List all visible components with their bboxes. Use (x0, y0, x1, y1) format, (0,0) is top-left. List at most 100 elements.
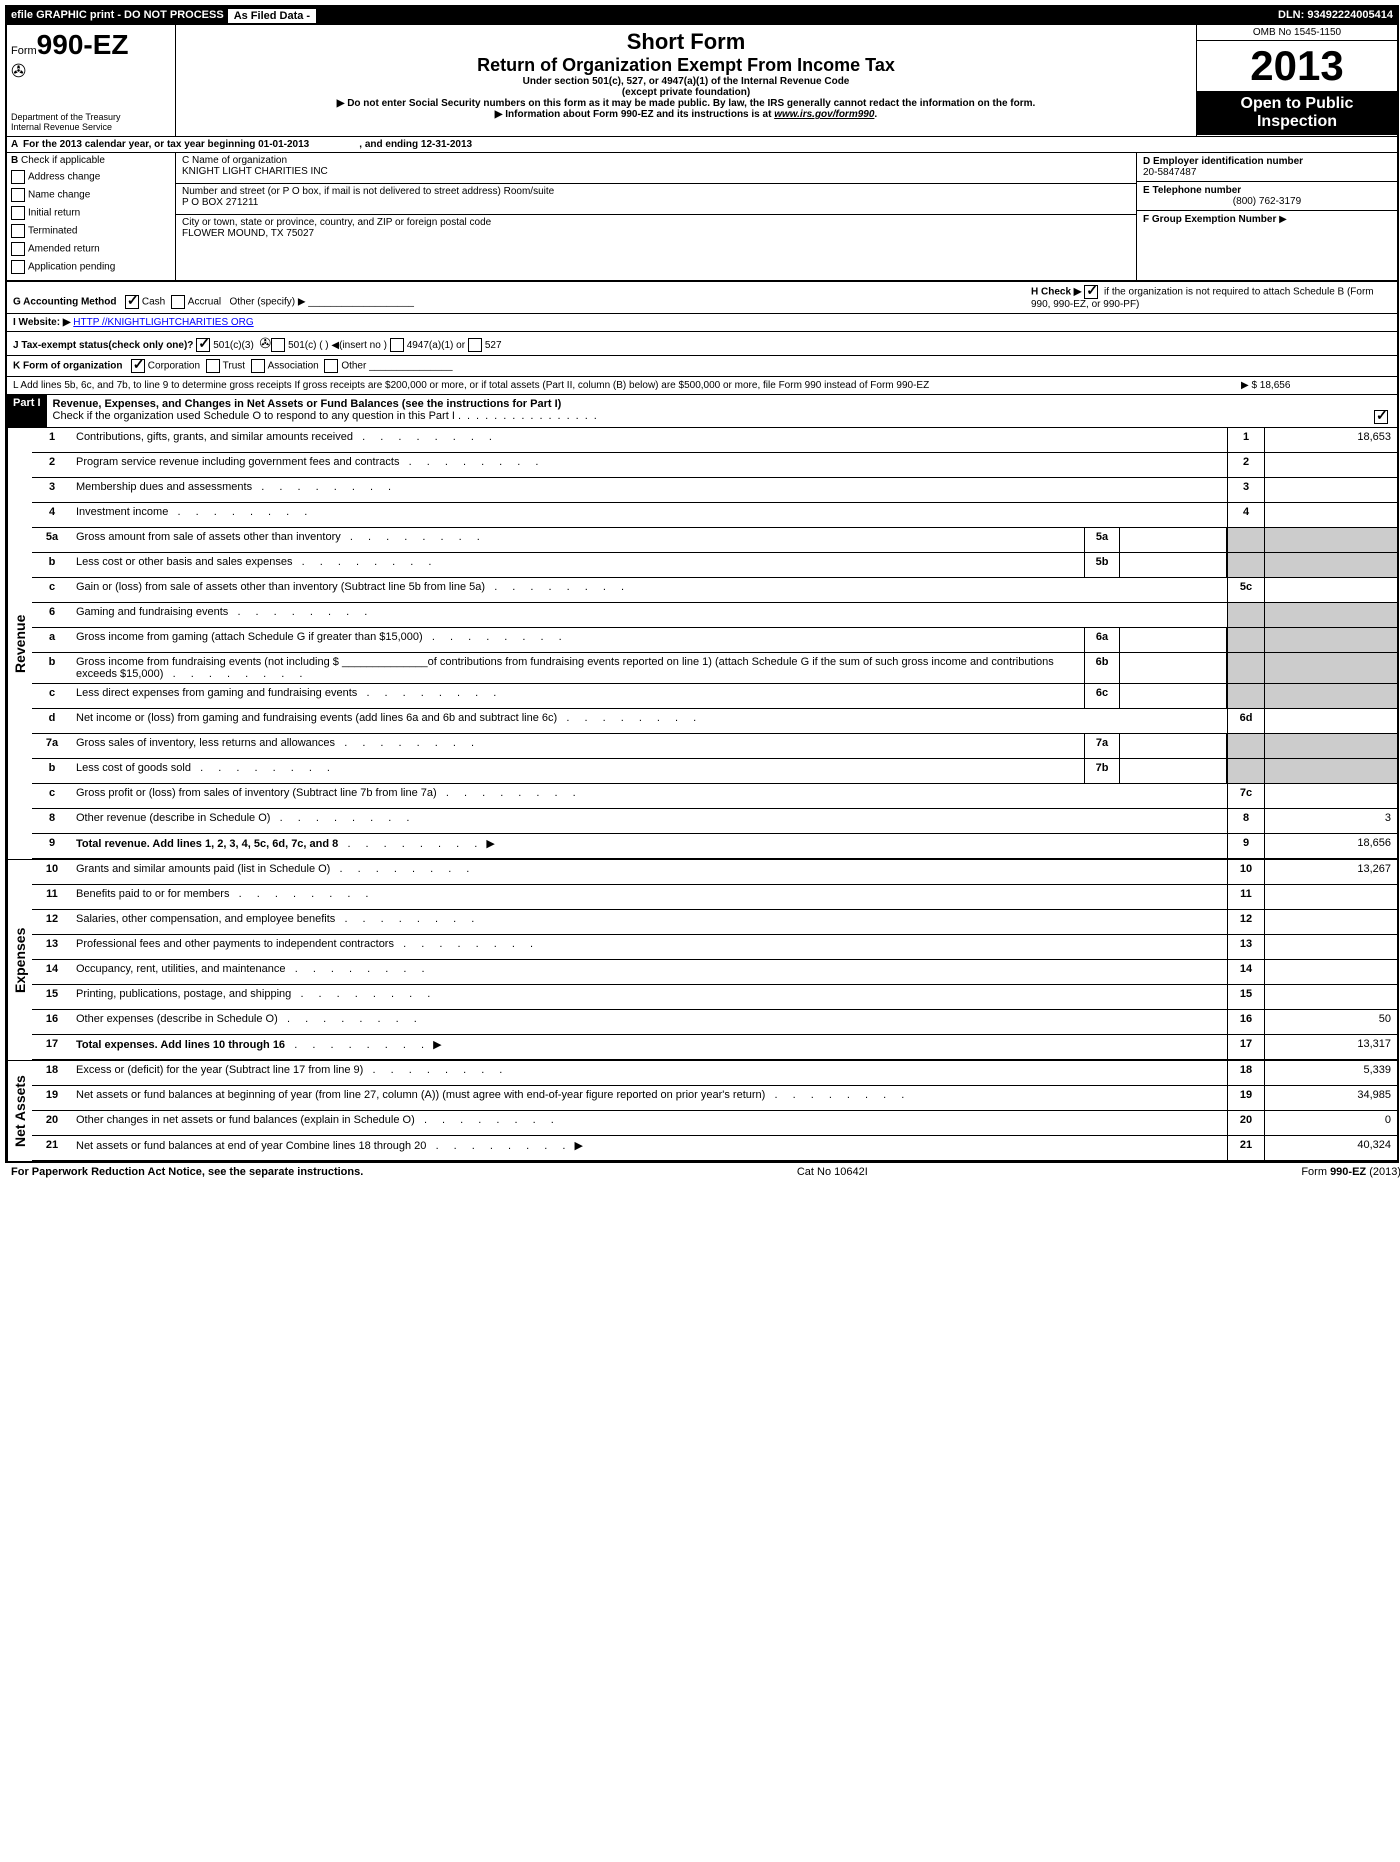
line-b: bGross income from fundraising events (n… (32, 653, 1397, 684)
shaded-cell (1264, 653, 1397, 683)
line-num: a (32, 628, 72, 652)
org-addr: P O BOX 271211 (182, 197, 1130, 208)
chk-501c3[interactable] (196, 338, 210, 352)
line-14: 14Occupancy, rent, utilities, and mainte… (32, 960, 1397, 985)
lbl-app-pending: Application pending (28, 262, 115, 273)
sub-val (1120, 653, 1227, 683)
line-15: 15Printing, publications, postage, and s… (32, 985, 1397, 1010)
chk-corp[interactable] (131, 359, 145, 373)
line-desc: Total expenses. Add lines 10 through 16 … (72, 1035, 1227, 1059)
website-link[interactable]: HTTP //KNIGHTLIGHTCHARITIES ORG (73, 317, 253, 328)
lbl-assoc: Association (268, 361, 319, 372)
chk-501c[interactable] (271, 338, 285, 352)
g-label: G Accounting Method (13, 297, 117, 308)
chk-h[interactable] (1084, 285, 1098, 299)
line-num: b (32, 553, 72, 577)
line-desc: Less cost of goods sold . . . . . . . . (72, 759, 1084, 783)
part-1-check: Check if the organization used Schedule … (53, 410, 455, 422)
box-val (1264, 478, 1397, 502)
line-desc: Gross sales of inventory, less returns a… (72, 734, 1084, 758)
chk-name-change[interactable] (11, 188, 25, 202)
irs-link[interactable]: www.irs.gov/form990 (774, 109, 874, 120)
box-num: 20 (1227, 1111, 1264, 1135)
shaded-cell (1264, 684, 1397, 708)
col-d-f: D Employer identification number 20-5847… (1136, 153, 1397, 280)
line-4: 4Investment income . . . . . . . .4 (32, 503, 1397, 528)
form-990ez: efile GRAPHIC print - DO NOT PROCESS As … (5, 5, 1399, 1163)
box-num: 13 (1227, 935, 1264, 959)
chk-accrual[interactable] (171, 295, 185, 309)
chk-assoc[interactable] (251, 359, 265, 373)
omb-number: OMB No 1545-1150 (1197, 25, 1397, 41)
lbl-address-change: Address change (28, 172, 100, 183)
lbl-501c3: 501(c)(3) (213, 340, 254, 351)
line-desc: Gross profit or (loss) from sales of inv… (72, 784, 1227, 808)
sub-val (1120, 759, 1227, 783)
line-c: cGross profit or (loss) from sales of in… (32, 784, 1397, 809)
side-expenses: Expenses (7, 860, 32, 1060)
box-num: 17 (1227, 1035, 1264, 1059)
chk-trust[interactable] (206, 359, 220, 373)
label-a: A (11, 139, 23, 150)
line-num: 2 (32, 453, 72, 477)
chk-address-change[interactable] (11, 170, 25, 184)
box-num: 7c (1227, 784, 1264, 808)
expenses-section: Expenses 10Grants and similar amounts pa… (7, 859, 1397, 1060)
line-desc: Less direct expenses from gaming and fun… (72, 684, 1084, 708)
lbl-accrual: Accrual (188, 297, 221, 308)
irs-text: Internal Revenue Service (11, 122, 171, 132)
shaded-cell (1264, 553, 1397, 577)
lbl-cash: Cash (142, 297, 165, 308)
form-number: 990-EZ (37, 29, 129, 60)
line-num: 21 (32, 1136, 72, 1160)
side-netassets: Net Assets (7, 1061, 32, 1161)
line-num: 4 (32, 503, 72, 527)
footer: For Paperwork Reduction Act Notice, see … (5, 1163, 1400, 1181)
line-13: 13Professional fees and other payments t… (32, 935, 1397, 960)
chk-527[interactable] (468, 338, 482, 352)
chk-other-org[interactable] (324, 359, 338, 373)
line-desc: Total revenue. Add lines 1, 2, 3, 4, 5c,… (72, 834, 1227, 858)
line-desc: Membership dues and assessments . . . . … (72, 478, 1227, 502)
chk-cash[interactable] (125, 295, 139, 309)
box-num: 9 (1227, 834, 1264, 858)
revenue-section: Revenue 1Contributions, gifts, grants, a… (7, 428, 1397, 859)
box-num: 2 (1227, 453, 1264, 477)
lbl-other-org: Other (341, 361, 366, 372)
line-desc: Other expenses (describe in Schedule O) … (72, 1010, 1227, 1034)
box-num: 15 (1227, 985, 1264, 1009)
box-val: 0 (1264, 1111, 1397, 1135)
box-num: 3 (1227, 478, 1264, 502)
efile-label: efile GRAPHIC print - DO NOT PROCESS (11, 9, 224, 23)
box-val: 3 (1264, 809, 1397, 833)
line-desc: Net assets or fund balances at beginning… (72, 1086, 1227, 1110)
part-1-label: Part I (7, 395, 47, 427)
chk-schedule-o[interactable] (1374, 410, 1388, 424)
line-desc: Gaming and fundraising events . . . . . … (72, 603, 1227, 627)
chk-terminated[interactable] (11, 224, 25, 238)
chk-4947[interactable] (390, 338, 404, 352)
shaded-cell (1264, 759, 1397, 783)
open-public: Open to Public Inspection (1197, 91, 1397, 135)
shaded-cell (1227, 734, 1264, 758)
line-17: 17Total expenses. Add lines 10 through 1… (32, 1035, 1397, 1060)
side-revenue: Revenue (7, 428, 32, 859)
box-val (1264, 960, 1397, 984)
chk-initial-return[interactable] (11, 206, 25, 220)
line-7a: 7aGross sales of inventory, less returns… (32, 734, 1397, 759)
line-20: 20Other changes in net assets or fund ba… (32, 1111, 1397, 1136)
ein: 20-5847487 (1143, 167, 1391, 178)
box-num: 6d (1227, 709, 1264, 733)
box-val (1264, 985, 1397, 1009)
lbl-name-change: Name change (28, 190, 90, 201)
box-val (1264, 885, 1397, 909)
box-num: 16 (1227, 1010, 1264, 1034)
chk-amended[interactable] (11, 242, 25, 256)
line-b: bLess cost or other basis and sales expe… (32, 553, 1397, 578)
shaded-cell (1227, 603, 1264, 627)
e-label: E Telephone number (1143, 185, 1391, 196)
sub-val (1120, 528, 1227, 552)
box-num: 18 (1227, 1061, 1264, 1085)
phone: (800) 762-3179 (1143, 196, 1391, 207)
chk-app-pending[interactable] (11, 260, 25, 274)
